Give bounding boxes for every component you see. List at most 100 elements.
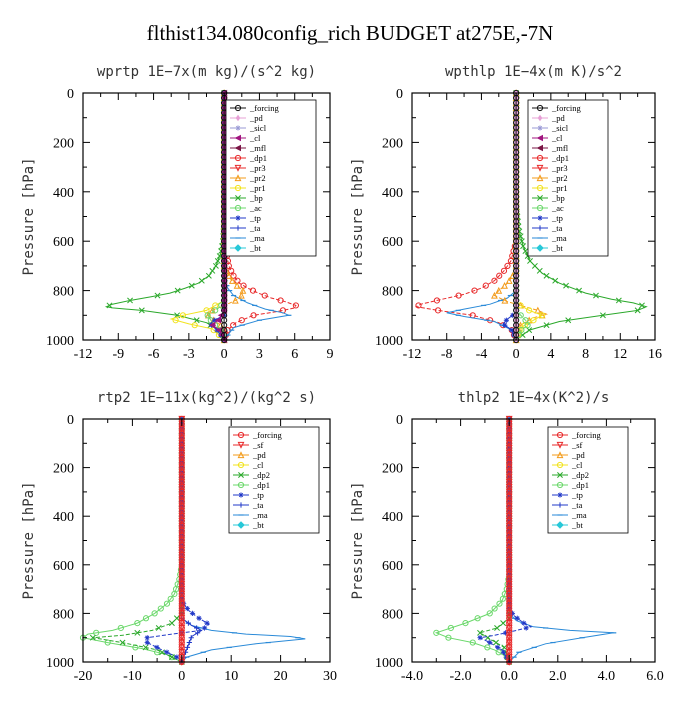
data-point [477,629,483,636]
legend-marker [237,481,245,489]
data-point [230,272,237,279]
legend-label: _ma [252,510,268,520]
data-point [188,635,194,641]
data-point [510,312,516,318]
data-point [486,610,493,617]
x-tick-label: -12 [403,347,422,362]
legend-label: _tp [571,490,583,500]
legend-label: _cl [252,460,264,470]
data-point [205,272,212,279]
legend-label: _ta [249,223,261,233]
panel-title: wpthlp 1E−4x(m K)/s^2 [445,64,622,80]
data-point [496,272,503,279]
x-tick-label: 0.0 [500,669,518,684]
data-point [534,306,542,314]
series-forcing [513,89,520,344]
legend-label: _bt [252,520,265,530]
legend-marker [536,184,544,192]
data-point [119,639,126,646]
x-tick-label: 16 [648,347,662,362]
data-point [184,605,190,612]
data-point [415,302,422,309]
legend-marker [557,492,563,498]
series-line [205,93,244,341]
legend-marker [234,184,242,192]
legend-label: _forcing [571,430,602,440]
data-point [249,287,257,294]
figure-title: flthist134.080config_rich BUDGET at275E,… [147,21,554,45]
data-point [536,267,543,274]
data-point [208,306,216,314]
data-point [502,630,509,636]
data-point [194,625,200,631]
legend-label: _bt [249,243,262,253]
data-point [445,634,452,641]
data-point [212,317,218,323]
data-point [576,287,583,294]
legend-label: _pr1 [551,183,568,193]
data-point [185,620,191,626]
y-tick-label: 400 [382,186,403,201]
legend-marker [235,225,241,231]
legend-label: _tp [551,213,563,223]
legend-marker [234,134,241,142]
series-dp1 [414,89,520,344]
data-point [174,654,180,660]
x-tick-label: -3 [183,347,195,362]
data-point [539,312,546,319]
data-point [524,322,531,329]
legend-label: _cl [551,133,563,143]
x-tick-label: -8 [441,347,453,362]
legend-label: _pd [249,113,264,123]
y-tick-label: 0 [67,413,74,428]
panel-title: wprtp 1E−7x(m kg)/(s^2 kg) [97,64,316,80]
legend-label: _dp1 [252,480,270,490]
data-point [168,654,175,661]
data-point [250,312,257,319]
legend-label: _cl [571,460,583,470]
data-point [188,282,195,289]
y-axis-label: Pressure [hPa] [21,157,37,275]
y-tick-label: 800 [53,285,74,300]
legend-marker [234,174,242,182]
x-tick-label: 9 [327,347,334,362]
data-point [518,238,525,245]
legend-marker [237,451,245,459]
data-point [447,624,454,632]
data-point [433,629,440,636]
data-point [500,649,506,655]
data-point [503,317,509,323]
data-point [484,644,491,651]
data-point [487,639,493,646]
x-tick-label: -9 [112,347,124,362]
series-dp1 [433,415,513,666]
legend-marker [556,521,564,529]
legend-marker [537,114,543,122]
data-point [434,307,442,314]
data-point [186,639,192,646]
legend-label: _bp [551,193,565,203]
data-point [522,317,529,324]
legend-marker [536,104,544,112]
data-point [89,634,96,641]
legend-marker [237,441,245,449]
data-point [504,262,511,269]
data-point [189,610,196,616]
data-point [193,317,200,324]
data-point [493,639,499,646]
data-point [471,287,478,294]
data-point [500,620,507,627]
legend-label: _ta [252,500,264,510]
x-tick-label: 4 [547,347,554,362]
data-point [552,277,559,284]
data-point [142,615,150,622]
data-point [494,625,501,631]
legend-marker [557,502,563,508]
legend-label: _mfl [249,143,267,153]
data-point [277,297,284,304]
data-point [543,322,550,329]
data-point [164,649,170,655]
data-point [599,312,606,319]
data-point [543,272,550,279]
y-tick-label: 1000 [46,656,74,671]
